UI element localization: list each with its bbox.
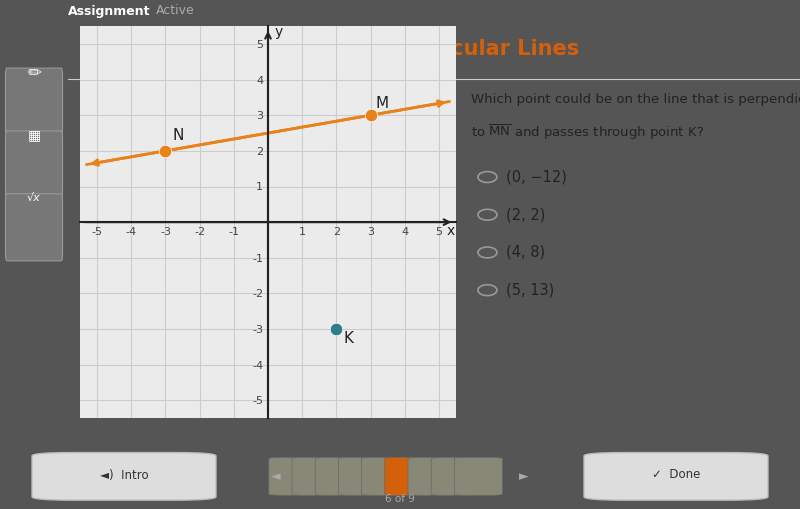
- Text: ►: ►: [519, 470, 529, 483]
- Text: 6 of 9: 6 of 9: [385, 494, 415, 503]
- Text: Identifying a Point on Perpendicular Lines: Identifying a Point on Perpendicular Lin…: [82, 39, 579, 59]
- Text: Active: Active: [156, 5, 194, 17]
- Text: (2, 2): (2, 2): [506, 207, 545, 222]
- Text: ✓  Done: ✓ Done: [652, 468, 700, 482]
- FancyBboxPatch shape: [362, 457, 410, 495]
- Text: Which point could be on the line that is perpendicular: Which point could be on the line that is…: [470, 93, 800, 106]
- FancyBboxPatch shape: [431, 457, 479, 495]
- FancyBboxPatch shape: [269, 457, 317, 495]
- Text: ◄)  Intro: ◄) Intro: [100, 468, 148, 482]
- FancyBboxPatch shape: [6, 68, 62, 135]
- FancyBboxPatch shape: [292, 457, 340, 495]
- FancyBboxPatch shape: [338, 457, 386, 495]
- Text: N: N: [172, 128, 184, 143]
- Text: K: K: [343, 331, 354, 346]
- FancyBboxPatch shape: [454, 457, 502, 495]
- Text: (0, −12): (0, −12): [506, 169, 566, 185]
- FancyBboxPatch shape: [385, 457, 433, 495]
- Text: (5, 13): (5, 13): [506, 282, 554, 298]
- FancyBboxPatch shape: [32, 453, 216, 500]
- Text: Assignment: Assignment: [68, 5, 150, 17]
- Text: ▦: ▦: [27, 128, 41, 142]
- Text: ◄: ◄: [271, 470, 281, 483]
- Text: ✏: ✏: [27, 63, 41, 81]
- Text: to $\overline{\mathregular{MN}}$ and passes through point K?: to $\overline{\mathregular{MN}}$ and pas…: [470, 123, 704, 142]
- Text: y: y: [274, 24, 282, 39]
- FancyBboxPatch shape: [584, 453, 768, 500]
- FancyBboxPatch shape: [6, 131, 62, 198]
- Text: (4, 8): (4, 8): [506, 245, 545, 260]
- Text: M: M: [376, 96, 389, 111]
- FancyBboxPatch shape: [6, 194, 62, 261]
- FancyBboxPatch shape: [408, 457, 456, 495]
- Text: x: x: [446, 223, 455, 238]
- FancyBboxPatch shape: [315, 457, 363, 495]
- Text: √x: √x: [27, 193, 41, 203]
